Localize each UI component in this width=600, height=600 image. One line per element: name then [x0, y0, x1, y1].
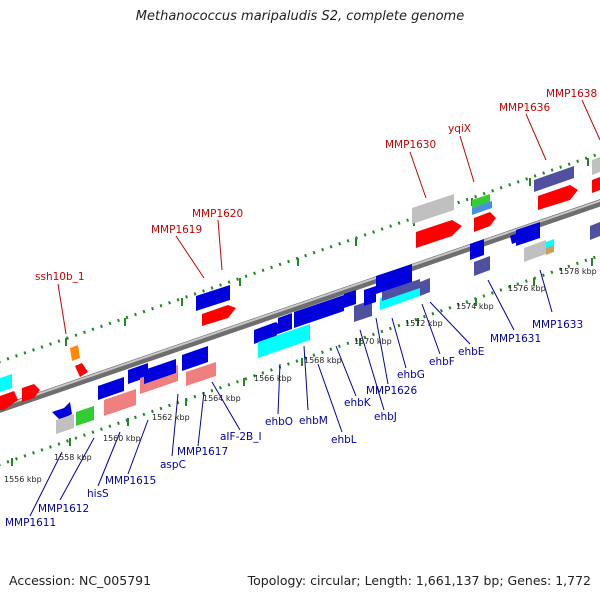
gene-feature — [258, 324, 310, 358]
topology-text: Topology: circular; Length: 1,661,137 bp… — [247, 573, 591, 588]
gene-label[interactable]: ehbO — [265, 416, 293, 428]
gene-feature — [104, 389, 136, 416]
gene-feature — [592, 177, 600, 193]
gene-feature — [186, 362, 216, 386]
gene-feature — [22, 384, 40, 402]
gene-feature — [516, 222, 540, 246]
gene-feature — [534, 166, 574, 192]
gene-label[interactable]: MMP1617 — [177, 446, 228, 458]
gene-feature — [70, 345, 80, 361]
gene-label[interactable]: yqiX — [448, 123, 471, 135]
gene-feature — [0, 391, 18, 410]
label-leaders — [29, 99, 600, 517]
gene-label[interactable]: ehbJ — [374, 411, 397, 423]
gene-feature — [590, 222, 600, 240]
tick-label: 1564 kbp — [203, 394, 241, 403]
tick-label: 1576 kbp — [508, 284, 546, 293]
gene-feature — [52, 402, 72, 420]
gene-feature — [364, 286, 376, 306]
gene-label[interactable]: ehbM — [299, 415, 328, 427]
gene-feature — [376, 264, 412, 294]
gene-label[interactable]: hisS — [87, 488, 109, 500]
tick-label: 1560 kbp — [103, 434, 141, 443]
gene-feature — [182, 346, 208, 371]
tick-label: 1566 kbp — [254, 374, 292, 383]
forward-genes — [0, 157, 600, 410]
tick-label: 1572 kbp — [405, 319, 443, 328]
gene-label[interactable]: MMP1615 — [105, 475, 156, 487]
tick-label: 1578 kbp — [559, 267, 597, 276]
gene-feature — [75, 363, 88, 377]
gene-feature — [344, 290, 356, 308]
tick-label: 1568 kbp — [304, 356, 342, 365]
gene-label[interactable]: MMP1611 — [5, 517, 56, 529]
gene-feature — [0, 374, 12, 392]
gene-feature — [254, 322, 282, 344]
tick-label: 1562 kbp — [152, 413, 190, 422]
gene-feature — [472, 194, 490, 208]
gene-feature — [294, 295, 344, 328]
bottom-gene-labels: MMP1611 MMP1612 hisS MMP1615 aspC MMP161… — [5, 319, 583, 529]
gene-feature — [202, 305, 236, 326]
tick-label: 1570 kbp — [354, 337, 392, 346]
gene-label[interactable]: ehbF — [429, 356, 455, 368]
gene-feature — [56, 414, 74, 434]
gene-label[interactable]: ehbE — [458, 346, 484, 358]
gene-feature — [474, 212, 496, 232]
gene-label[interactable]: MMP1630 — [385, 139, 436, 151]
gene-feature — [196, 285, 230, 311]
gene-label[interactable]: aIF-2B_I — [220, 431, 262, 443]
gene-label[interactable]: ehbL — [331, 434, 357, 446]
gene-feature — [546, 245, 554, 255]
tick-label: 1574 kbp — [456, 302, 494, 311]
gene-feature — [420, 278, 430, 296]
gene-label[interactable]: MMP1636 — [499, 102, 550, 114]
gene-feature — [98, 377, 124, 400]
gene-feature — [592, 157, 600, 175]
gene-feature — [538, 185, 578, 210]
gene-label[interactable]: ehbG — [397, 369, 425, 381]
gene-feature — [76, 406, 94, 426]
gene-feature — [416, 220, 462, 248]
gene-feature — [474, 256, 490, 276]
accession-text: Accession: NC_005791 — [9, 573, 152, 588]
gene-feature — [354, 300, 372, 322]
gene-label[interactable]: MMP1638 — [546, 88, 597, 100]
gene-label[interactable]: ssh10b_1 — [35, 271, 85, 283]
gene-label[interactable]: MMP1619 — [151, 224, 202, 236]
gene-feature — [470, 239, 484, 260]
gene-feature — [412, 194, 454, 224]
gene-feature — [472, 201, 492, 215]
gene-label[interactable]: MMP1612 — [38, 503, 89, 515]
gene-feature — [144, 359, 176, 384]
gene-label[interactable]: MMP1631 — [490, 333, 541, 345]
tick-label: 1558 kbp — [54, 453, 92, 462]
gene-label[interactable]: MMP1633 — [532, 319, 583, 331]
gene-label[interactable]: aspC — [160, 459, 186, 471]
top-gene-labels: ssh10b_1 MMP1619 MMP1620 MMP1630 yqiX MM… — [35, 88, 597, 283]
gene-label[interactable]: MMP1620 — [192, 208, 243, 220]
lower-guide-line — [0, 253, 600, 467]
tick-labels: 1556 kbp 1558 kbp 1560 kbp 1562 kbp 1564… — [4, 267, 597, 484]
tick-label: 1556 kbp — [4, 475, 42, 484]
reverse-genes — [52, 222, 600, 434]
map-title: Methanococcus maripaludis S2, complete g… — [135, 9, 465, 24]
upper-guide-line — [0, 151, 600, 364]
genome-backbone — [0, 199, 600, 413]
gene-label[interactable]: ehbK — [344, 397, 372, 409]
gene-feature — [278, 313, 292, 334]
gene-feature — [524, 240, 546, 262]
gene-feature — [382, 279, 420, 301]
gene-label[interactable]: MMP1626 — [366, 385, 417, 397]
